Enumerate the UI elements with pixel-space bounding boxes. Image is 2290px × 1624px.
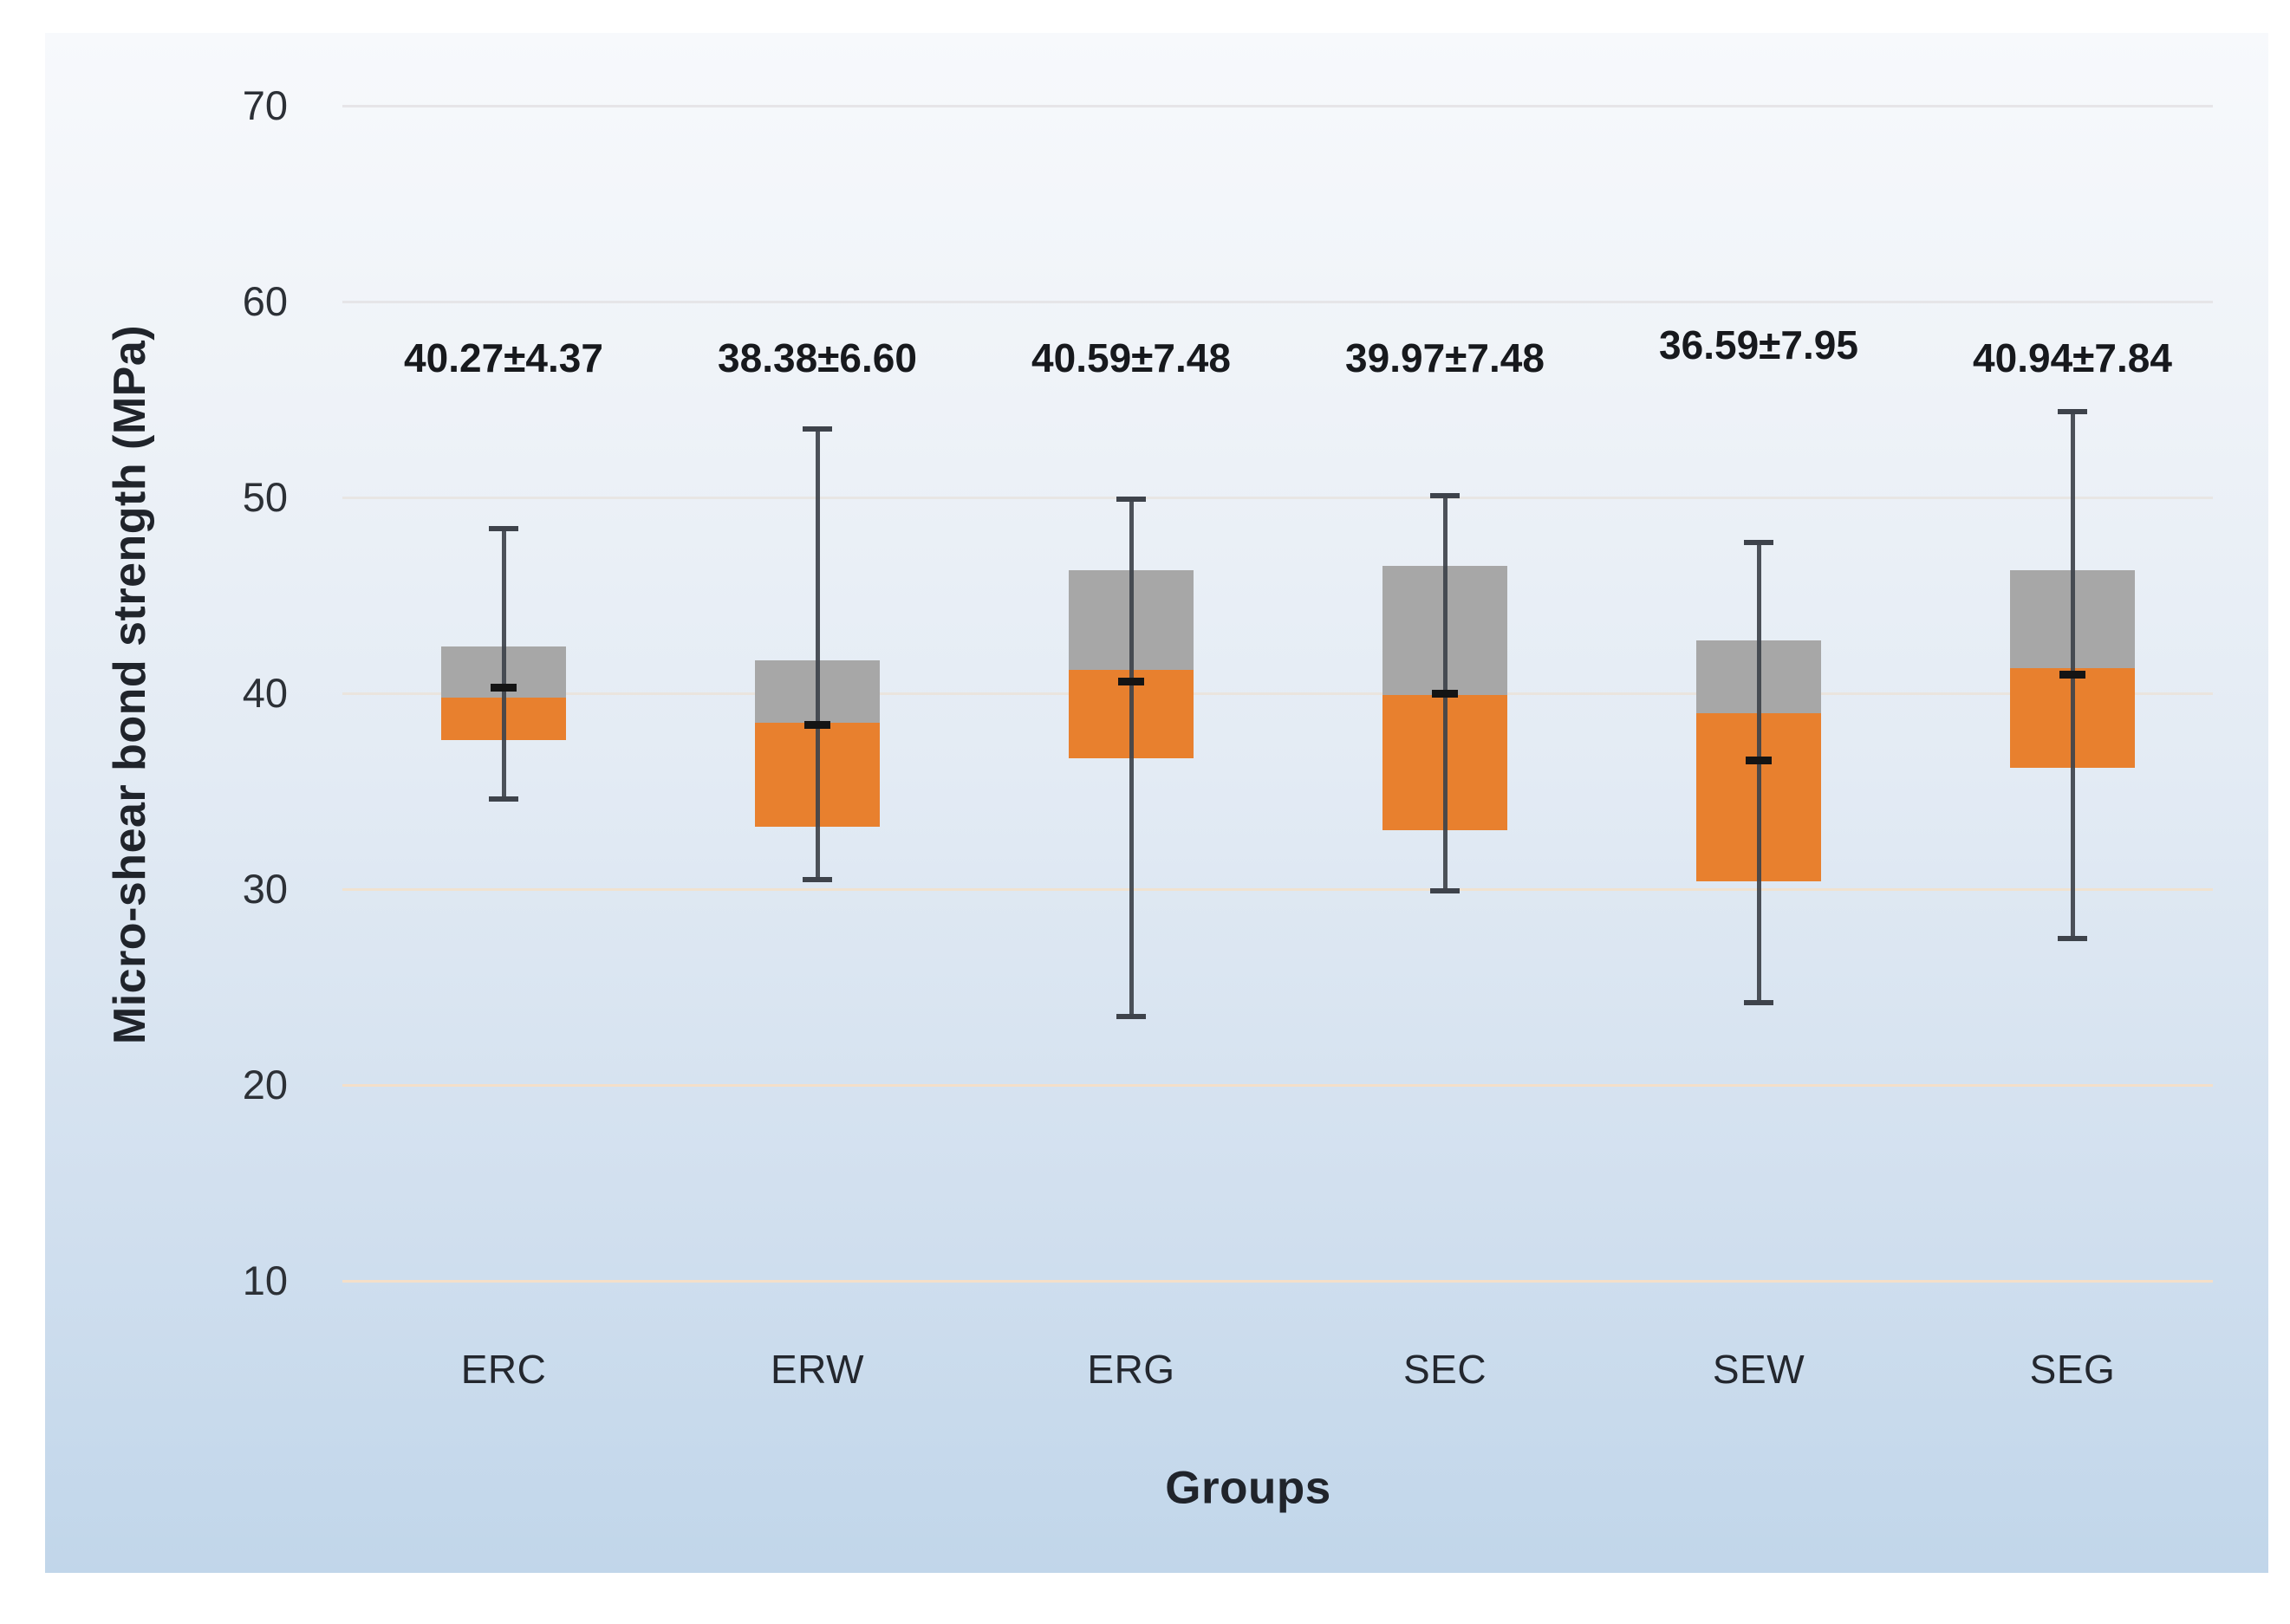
plot-area: 70 60 50 40 30 20 10 40.27±4.37 ERC 38.38±6.60 ERW… [45, 33, 2268, 1573]
category-label-ERW: ERW [771, 1347, 864, 1392]
x-axis-title: Groups [1165, 1462, 1331, 1514]
y-tick-10: 10 [242, 1257, 288, 1303]
mean-dash-ERC [491, 684, 517, 692]
gridline-30 [342, 887, 2213, 891]
annotation-SEG: 40.94±7.84 [1973, 335, 2172, 380]
gridline-10 [342, 1279, 2213, 1283]
y-tick-40: 40 [242, 670, 288, 716]
y-tick-70: 70 [242, 82, 288, 128]
category-label-SEG: SEG [2029, 1347, 2116, 1392]
y-tick-20: 20 [242, 1062, 288, 1108]
whisker-cap-bottom-SEC [1430, 888, 1460, 894]
y-tick-30: 30 [242, 866, 288, 912]
gridline-70 [342, 104, 2213, 107]
whisker-cap-top-ERW [803, 425, 832, 432]
whisker-ERG [1129, 499, 1134, 1017]
gridline-40 [342, 692, 2213, 695]
mean-dash-ERW [804, 721, 830, 730]
whisker-cap-top-SEC [1430, 492, 1460, 498]
whisker-ERW [816, 428, 820, 880]
category-label-SEW: SEW [1712, 1347, 1805, 1392]
gridline-60 [342, 300, 2213, 303]
whisker-ERC [502, 529, 506, 800]
whisker-cap-top-ERG [1116, 497, 1146, 503]
annotation-ERG: 40.59±7.48 [1031, 335, 1231, 380]
whisker-SEW [1757, 542, 1761, 1004]
gridline-20 [342, 1083, 2213, 1087]
whisker-cap-top-ERC [489, 526, 518, 532]
y-axis-title: Micro-shear bond strength (MPa) [105, 324, 155, 1045]
category-label-ERC: ERC [460, 1347, 547, 1392]
mean-dash-SEW [1746, 756, 1772, 764]
whisker-cap-top-SEG [2058, 408, 2087, 414]
gridline-50 [342, 496, 2213, 499]
y-tick-50: 50 [242, 474, 288, 520]
annotation-SEC: 39.97±7.48 [1345, 335, 1545, 380]
y-tick-60: 60 [242, 278, 288, 324]
annotation-ERC: 40.27±4.37 [404, 335, 603, 380]
mean-dash-SEC [1432, 690, 1458, 698]
mean-dash-SEG [2059, 671, 2085, 679]
mean-dash-ERG [1118, 678, 1144, 686]
annotation-SEW: 36.59±7.95 [1659, 322, 1858, 367]
category-label-SEC: SEC [1402, 1347, 1487, 1392]
chart-panel: 70 60 50 40 30 20 10 40.27±4.37 ERC 38.38±6.60 ERW… [45, 33, 2268, 1573]
whisker-cap-bottom-SEG [2058, 935, 2087, 941]
category-label-ERG: ERG [1087, 1347, 1175, 1392]
annotation-ERW: 38.38±6.60 [718, 335, 917, 380]
whisker-cap-top-SEW [1744, 540, 1773, 545]
whisker-cap-bottom-ERC [489, 796, 518, 802]
whisker-cap-bottom-ERW [803, 876, 832, 882]
whisker-cap-bottom-ERG [1116, 1013, 1146, 1019]
whisker-cap-bottom-SEW [1744, 1000, 1773, 1006]
